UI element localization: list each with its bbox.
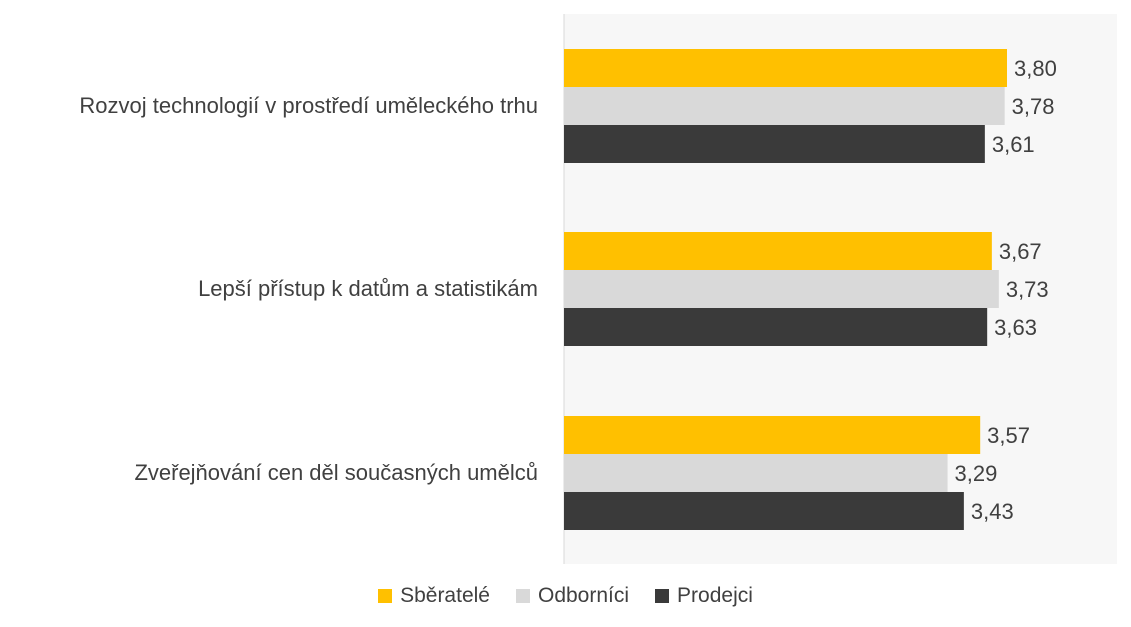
data-label: 3,80 <box>1014 56 1057 81</box>
category-label: Rozvoj technologií v prostředí uměleckéh… <box>79 93 538 118</box>
data-label: 3,29 <box>955 461 998 486</box>
bar-sběratelé-0 <box>564 49 1007 87</box>
bar-sběratelé-1 <box>564 232 992 270</box>
bar-sběratelé-2 <box>564 416 981 454</box>
legend-item: Odborníci <box>515 584 630 608</box>
bar-prodejci-2 <box>564 492 964 530</box>
data-label: 3,63 <box>994 315 1037 340</box>
legend-item: Prodejci <box>655 584 753 608</box>
data-label: 3,73 <box>1006 277 1049 302</box>
data-label: 3,43 <box>971 499 1014 524</box>
legend-label: Odborníci <box>537 584 630 607</box>
data-label: 3,57 <box>987 423 1030 448</box>
legend-item: Sběratelé <box>378 584 490 608</box>
bar-odborníci-0 <box>564 87 1005 125</box>
legend-swatch <box>655 589 670 603</box>
data-label: 3,61 <box>992 132 1035 157</box>
bar-odborníci-2 <box>564 454 948 492</box>
category-label: Zveřejňování cen děl současných umělců <box>134 460 538 485</box>
data-label: 3,78 <box>1012 94 1055 119</box>
bar-prodejci-1 <box>564 308 988 346</box>
legend: Sběratelé Odborníci Prodejci <box>0 584 1131 608</box>
category-label: Lepší přístup k datům a statistikám <box>198 276 538 301</box>
bar-prodejci-0 <box>564 125 985 163</box>
legend-label: Sběratelé <box>400 584 490 607</box>
bar-odborníci-1 <box>564 270 999 308</box>
legend-swatch <box>515 589 530 603</box>
legend-swatch <box>378 589 393 603</box>
data-label: 3,67 <box>999 239 1042 264</box>
legend-label: Prodejci <box>677 584 753 607</box>
